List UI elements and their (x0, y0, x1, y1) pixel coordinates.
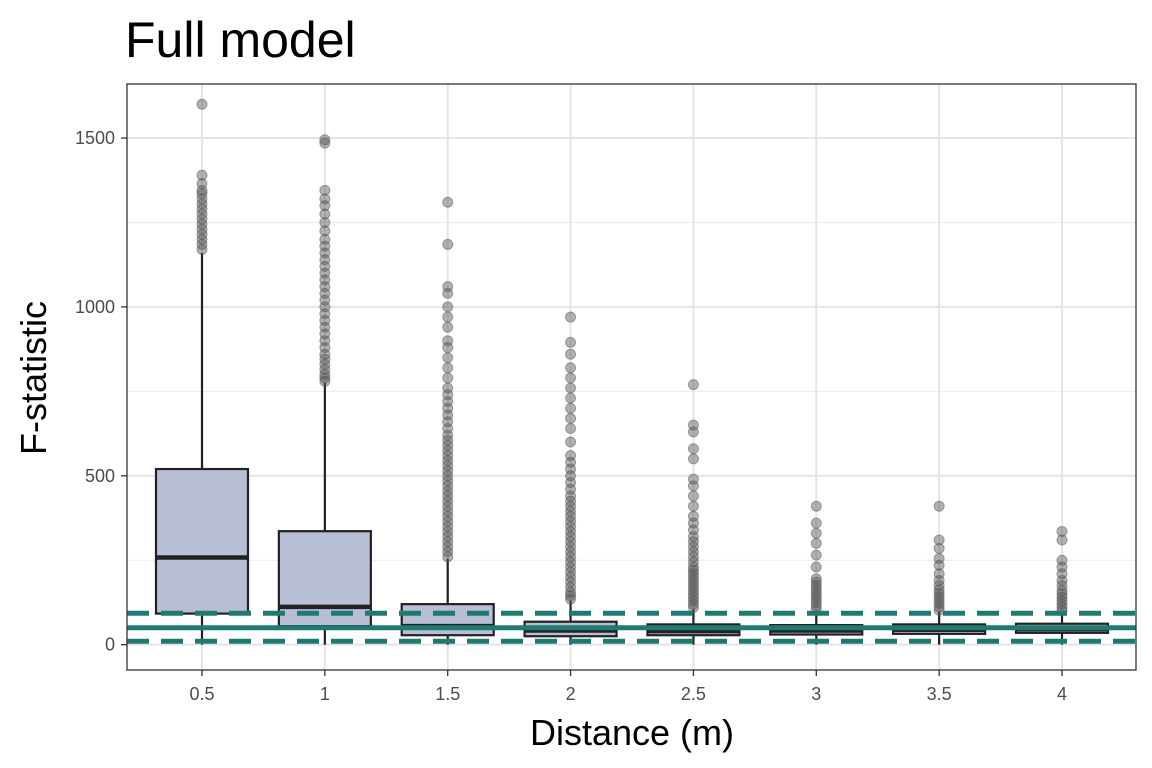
outlier-point (319, 372, 331, 384)
plot-area: 0 500 1000 1500 0.5 1 1.5 2 2.5 3 3.5 4 (75, 83, 1137, 704)
outlier-point (1056, 588, 1068, 600)
outlier-point (196, 178, 208, 190)
outlier-point (687, 379, 699, 391)
outlier-point (810, 573, 822, 585)
outlier-point (1056, 534, 1068, 546)
x-tick-label: 1.5 (435, 684, 460, 704)
outlier-point (810, 576, 822, 588)
outlier-point (810, 500, 822, 512)
outlier-point (196, 169, 208, 181)
outlier-point (687, 564, 699, 576)
outlier-point (442, 238, 454, 250)
outlier-point (319, 225, 331, 237)
outlier-point (442, 372, 454, 384)
outlier-point (565, 311, 577, 323)
outlier-point (442, 281, 454, 293)
box-iqr (277, 530, 372, 628)
outlier-point (687, 443, 699, 455)
x-tick-label: 3 (811, 684, 821, 704)
outlier-point (565, 348, 577, 360)
outlier-point (687, 490, 699, 502)
y-axis-title: F-statistic (13, 301, 54, 455)
box-group (154, 98, 250, 645)
outlier-point (933, 542, 945, 554)
outlier-point (687, 510, 699, 522)
outlier-point (810, 527, 822, 539)
outlier-point (565, 362, 577, 374)
outlier-point (565, 450, 577, 462)
outlier-point (196, 98, 208, 110)
outlier-point (565, 372, 577, 384)
x-tick-label: 1 (320, 684, 330, 704)
x-tick-label: 3.5 (927, 684, 952, 704)
outlier-point (565, 412, 577, 424)
outlier-point (810, 561, 822, 573)
outlier-point (319, 233, 331, 245)
outlier-point (687, 453, 699, 465)
outlier-point (442, 311, 454, 323)
outlier-point (319, 193, 331, 205)
x-tick-label: 2.5 (681, 684, 706, 704)
x-tick-label: 0.5 (189, 684, 214, 704)
chart-title: Full model (125, 12, 356, 68)
outlier-point (565, 590, 577, 602)
outlier-point (442, 301, 454, 313)
outlier-point (933, 584, 945, 596)
y-tick-label: 1500 (75, 128, 115, 148)
outlier-point (442, 321, 454, 333)
outlier-point (687, 419, 699, 431)
outlier-point (319, 134, 331, 146)
outlier-point (810, 549, 822, 561)
outlier-point (933, 534, 945, 546)
outlier-point (319, 208, 331, 220)
outlier-point (565, 423, 577, 435)
outlier-point (319, 137, 331, 149)
outlier-point (933, 500, 945, 512)
outlier-point (687, 500, 699, 512)
outlier-point (442, 382, 454, 394)
outlier-point (442, 352, 454, 364)
outlier-point (442, 362, 454, 374)
outlier-point (1056, 526, 1068, 538)
outlier-point (565, 382, 577, 394)
outlier-point (810, 537, 822, 549)
outlier-point (810, 517, 822, 529)
box-iqr (400, 603, 495, 637)
x-axis-title: Distance (m) (530, 712, 734, 753)
outlier-point (442, 196, 454, 208)
outlier-point (687, 473, 699, 485)
outlier-point (565, 436, 577, 448)
outlier-point (933, 568, 945, 580)
outlier-point (442, 335, 454, 347)
outlier-point (565, 402, 577, 414)
outlier-point (565, 392, 577, 404)
outlier-point (933, 553, 945, 565)
y-tick-label: 500 (85, 466, 115, 486)
outlier-point (565, 336, 577, 348)
y-tick-label: 1000 (75, 297, 115, 317)
y-tick-label: 0 (105, 635, 115, 655)
x-tick-label: 2 (566, 684, 576, 704)
plot-border (126, 83, 1137, 671)
outlier-point (933, 587, 945, 599)
x-tick-label: 4 (1057, 684, 1067, 704)
outlier-point (1056, 554, 1068, 566)
outlier-point (319, 184, 331, 196)
outlier-point (319, 216, 331, 228)
box-iqr (154, 467, 250, 615)
